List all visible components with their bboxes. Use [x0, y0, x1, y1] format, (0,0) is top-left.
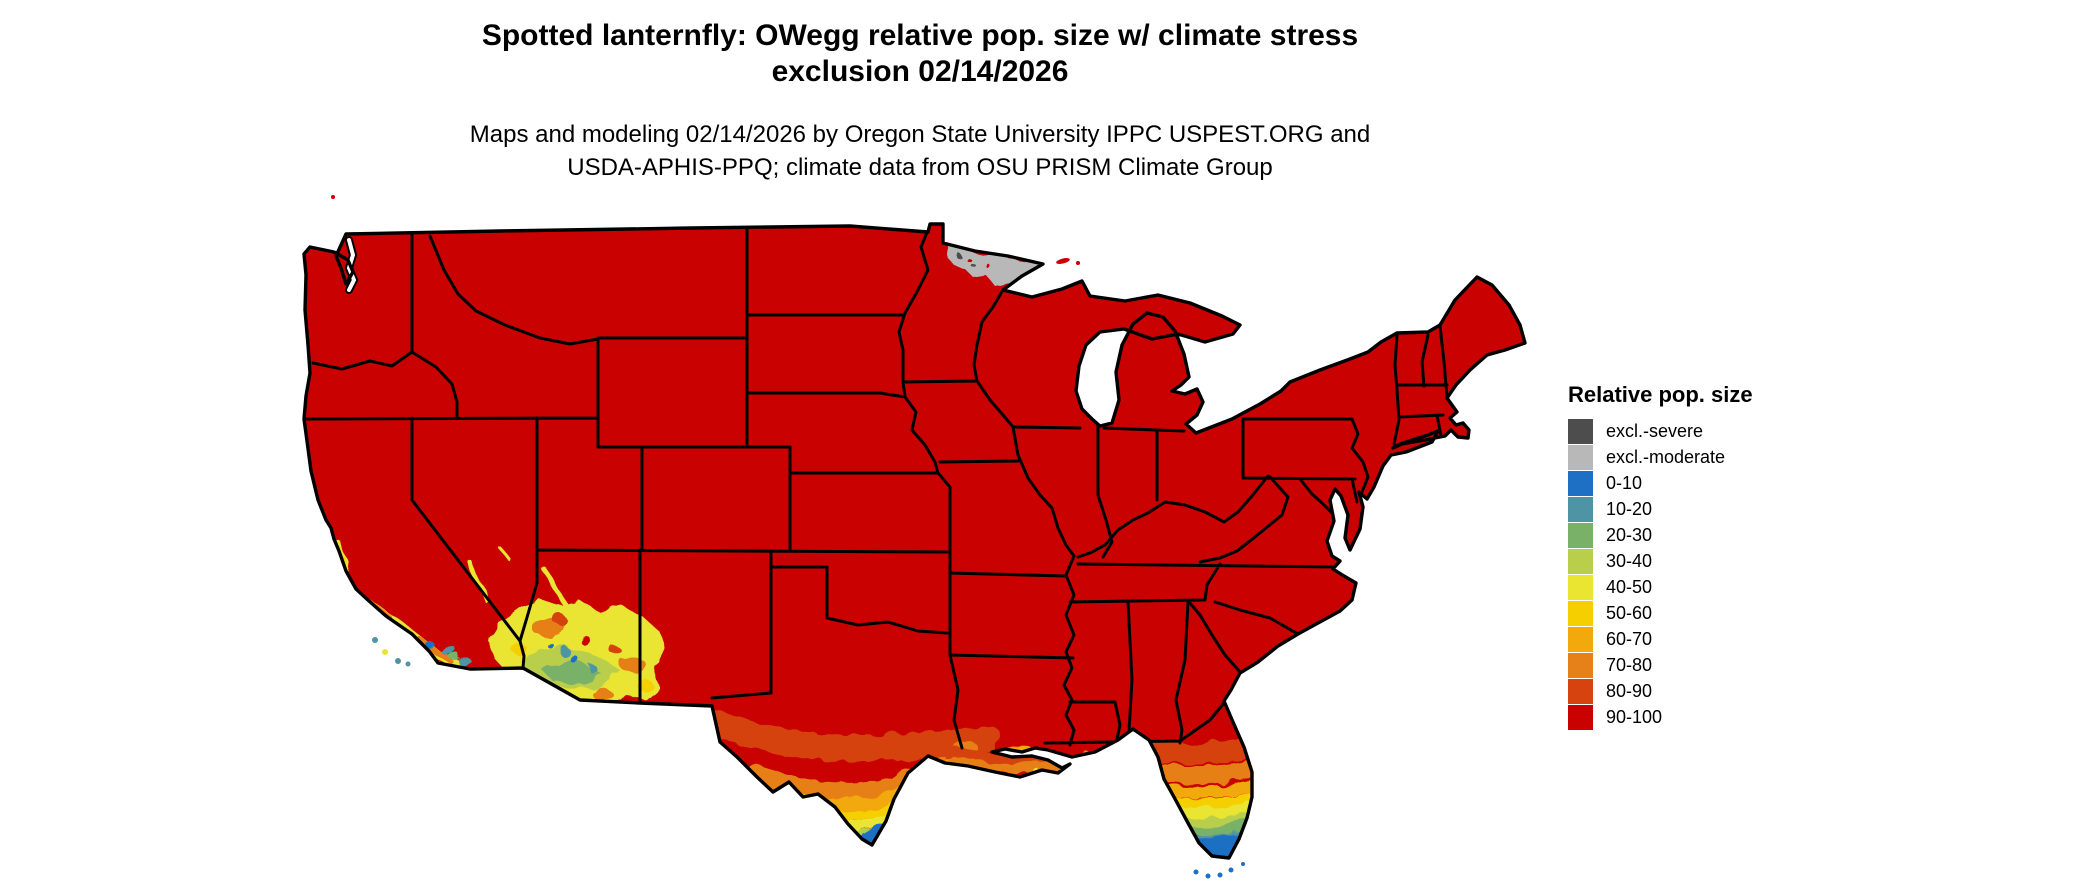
us-outline-stroke — [302, 222, 1527, 860]
offshore-islands — [331, 195, 1245, 879]
legend: Relative pop. size excl.-severe excl.-mo… — [1568, 382, 1828, 730]
us-map-svg — [302, 195, 1527, 879]
legend-label: 10-20 — [1606, 499, 1653, 519]
legend-swatch-80-90 — [1568, 678, 1593, 704]
state-borders — [304, 224, 1449, 750]
legend-item: 30-40 — [1568, 548, 1828, 574]
legend-label: 60-70 — [1606, 629, 1653, 649]
legend-swatch-excl-severe — [1568, 418, 1593, 444]
puget-sound — [344, 236, 359, 294]
legend-label: 90-100 — [1606, 707, 1663, 727]
legend-swatch-10-20 — [1568, 496, 1593, 522]
legend-swatch-60-70 — [1568, 626, 1593, 652]
map-title-line2: exclusion 02/14/2026 — [771, 55, 1069, 88]
legend-item: 90-100 — [1568, 704, 1828, 730]
legend-label: 70-80 — [1606, 655, 1653, 675]
legend-swatch-20-30 — [1568, 522, 1593, 548]
legend-item: 40-50 — [1568, 574, 1828, 600]
legend-swatch-30-40 — [1568, 548, 1593, 574]
us-outline — [304, 224, 1525, 858]
map-title: Spotted lanternfly: OWegg relative pop. … — [0, 18, 1840, 90]
legend-label: 0-10 — [1606, 473, 1643, 493]
minnesota-exclusion-region — [946, 244, 1040, 287]
legend-swatch-40-50 — [1568, 574, 1593, 600]
legend-label: 40-50 — [1606, 577, 1653, 597]
legend-item: 50-60 — [1568, 600, 1828, 626]
legend-swatch-0-10 — [1568, 470, 1593, 496]
map-subtitle-line2: USDA-APHIS-PPQ; climate data from OSU PR… — [567, 154, 1273, 181]
legend-item: excl.-severe — [1568, 418, 1828, 444]
legend-swatch-excl-moderate — [1568, 444, 1593, 470]
legend-label: 20-30 — [1606, 525, 1653, 545]
legend-swatch-70-80 — [1568, 652, 1593, 678]
south-texas-region — [687, 705, 1001, 851]
legend-swatch-50-60 — [1568, 600, 1593, 626]
legend-item: 0-10 — [1568, 470, 1828, 496]
legend-swatch-90-100 — [1568, 704, 1593, 730]
legend-label: 80-90 — [1606, 681, 1653, 701]
map-subtitle-line1: Maps and modeling 02/14/2026 by Oregon S… — [469, 121, 1371, 148]
legend-label: 30-40 — [1606, 551, 1653, 571]
legend-item: excl.-moderate — [1568, 444, 1828, 470]
legend-item: 70-80 — [1568, 652, 1828, 678]
legend-title: Relative pop. size — [1568, 382, 1753, 407]
legend-item: 60-70 — [1568, 626, 1828, 652]
legend-item: 80-90 — [1568, 678, 1828, 704]
legend-label: excl.-moderate — [1606, 447, 1726, 467]
us-choropleth-map — [230, 170, 1570, 890]
legend-label: excl.-severe — [1606, 421, 1704, 441]
map-subtitle: Maps and modeling 02/14/2026 by Oregon S… — [0, 118, 1840, 184]
map-title-line1: Spotted lanternfly: OWegg relative pop. … — [481, 19, 1359, 52]
legend-item: 10-20 — [1568, 496, 1828, 522]
arizona-region — [490, 599, 664, 706]
legend-label: 50-60 — [1606, 603, 1653, 623]
legend-item: 20-30 — [1568, 522, 1828, 548]
